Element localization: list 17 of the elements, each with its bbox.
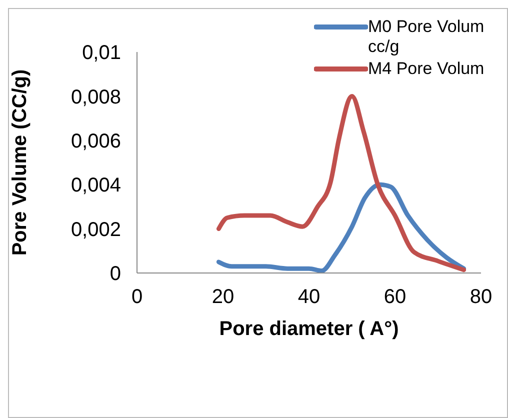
- y-tick-label: 0,008: [70, 86, 121, 108]
- x-tick-label: 40: [298, 286, 320, 308]
- y-tick-label: 0,006: [70, 130, 121, 152]
- x-tick-label: 0: [131, 286, 143, 308]
- legend-label: M4 Pore Volum: [368, 59, 486, 79]
- y-tick-label: 0,004: [70, 174, 121, 197]
- x-axis-title: Pore diameter ( A°): [219, 318, 399, 340]
- y-axis-title: Pore Volume (CC/g): [9, 69, 32, 256]
- x-tick-label: 60: [384, 286, 406, 308]
- legend-label: M0 Pore Volum cc/g: [368, 17, 486, 57]
- x-tick-label: 20: [212, 286, 234, 308]
- line-series: [216, 94, 466, 272]
- x-tick-label: 80: [470, 286, 492, 308]
- y-tick-label: 0,002: [70, 218, 121, 241]
- y-tick-label: 0,01: [82, 42, 121, 64]
- y-tick-label: 0: [110, 263, 121, 286]
- line-series: [216, 182, 466, 273]
